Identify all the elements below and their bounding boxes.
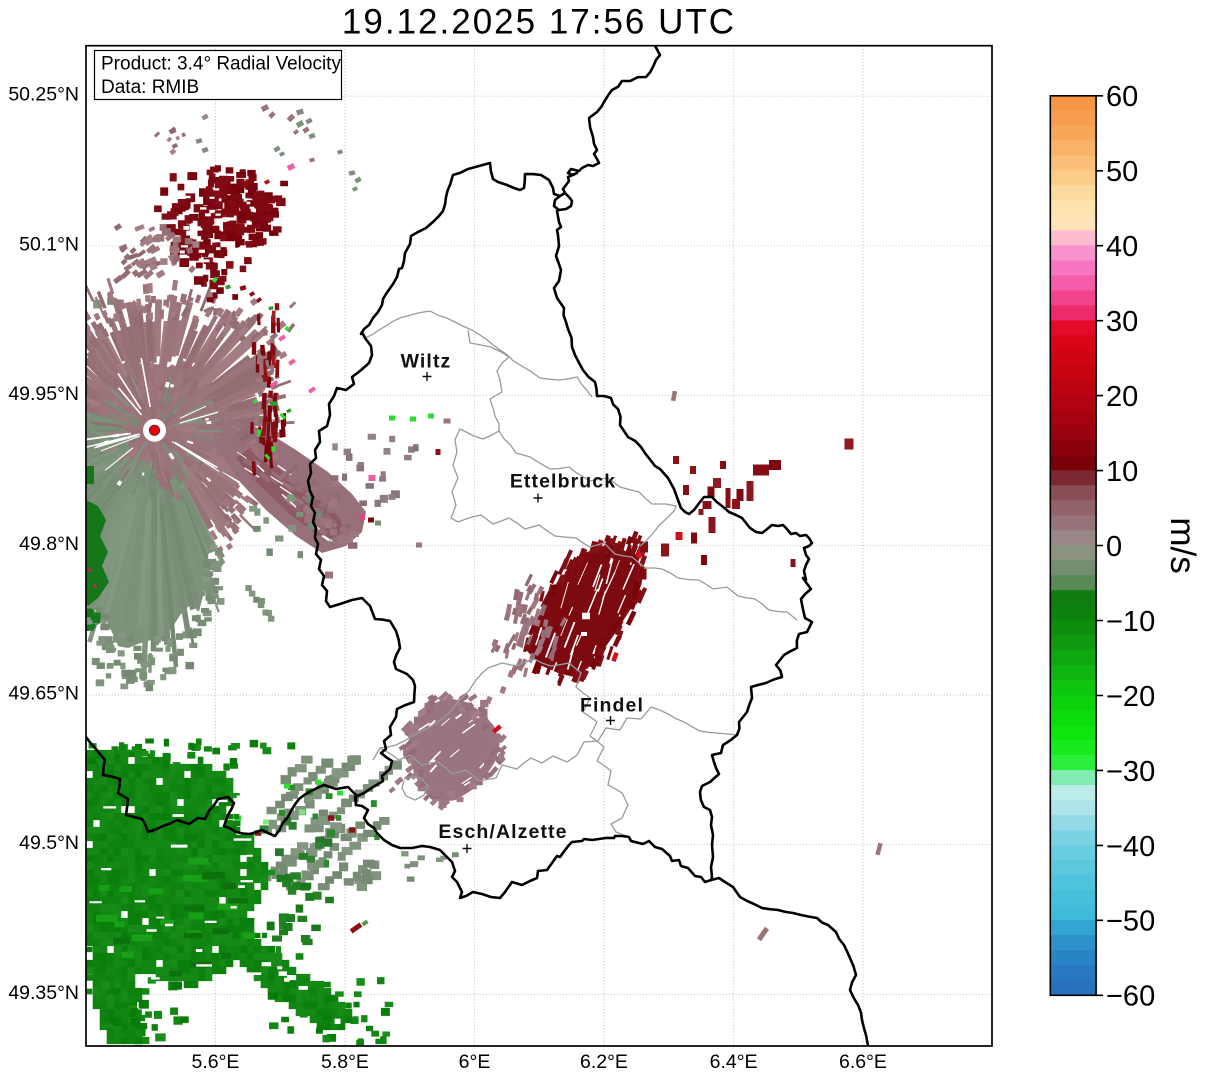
svg-text:−40: −40	[1106, 831, 1155, 863]
svg-text:49.65°N: 49.65°N	[8, 683, 79, 705]
svg-text:19.12.2025 17:56 UTC: 19.12.2025 17:56 UTC	[342, 3, 736, 42]
svg-text:49.35°N: 49.35°N	[8, 982, 79, 1004]
svg-text:60: 60	[1106, 81, 1138, 113]
svg-text:−10: −10	[1106, 606, 1155, 638]
svg-text:49.95°N: 49.95°N	[8, 383, 79, 405]
svg-text:0: 0	[1106, 531, 1122, 563]
svg-text:6.2°E: 6.2°E	[580, 1051, 628, 1073]
svg-text:−50: −50	[1106, 906, 1155, 938]
svg-text:40: 40	[1106, 231, 1138, 263]
svg-text:Ettelbruck: Ettelbruck	[510, 471, 616, 493]
svg-text:Wiltz: Wiltz	[401, 351, 452, 373]
svg-text:6.6°E: 6.6°E	[839, 1051, 887, 1073]
svg-text:6.4°E: 6.4°E	[710, 1051, 758, 1073]
svg-text:−20: −20	[1106, 681, 1155, 713]
svg-text:20: 20	[1106, 381, 1138, 413]
svg-text:10: 10	[1106, 456, 1138, 488]
svg-text:5.6°E: 5.6°E	[192, 1051, 240, 1073]
svg-text:Esch/Alzette: Esch/Alzette	[438, 821, 567, 843]
svg-text:50: 50	[1106, 156, 1138, 188]
svg-text:6°E: 6°E	[459, 1051, 491, 1073]
svg-text:Data: RMIB: Data: RMIB	[101, 77, 199, 98]
svg-text:30: 30	[1106, 306, 1138, 338]
svg-text:Product: 3.4° Radial Velocity: Product: 3.4° Radial Velocity	[101, 54, 341, 75]
svg-text:m/s: m/s	[1163, 517, 1202, 573]
svg-text:Findel: Findel	[580, 695, 644, 717]
svg-text:49.5°N: 49.5°N	[19, 832, 79, 854]
svg-text:49.8°N: 49.8°N	[19, 533, 79, 555]
svg-text:50.1°N: 50.1°N	[19, 233, 79, 255]
svg-text:−60: −60	[1106, 981, 1155, 1013]
svg-text:5.8°E: 5.8°E	[321, 1051, 369, 1073]
svg-text:50.25°N: 50.25°N	[8, 84, 79, 106]
svg-text:−30: −30	[1106, 756, 1155, 788]
